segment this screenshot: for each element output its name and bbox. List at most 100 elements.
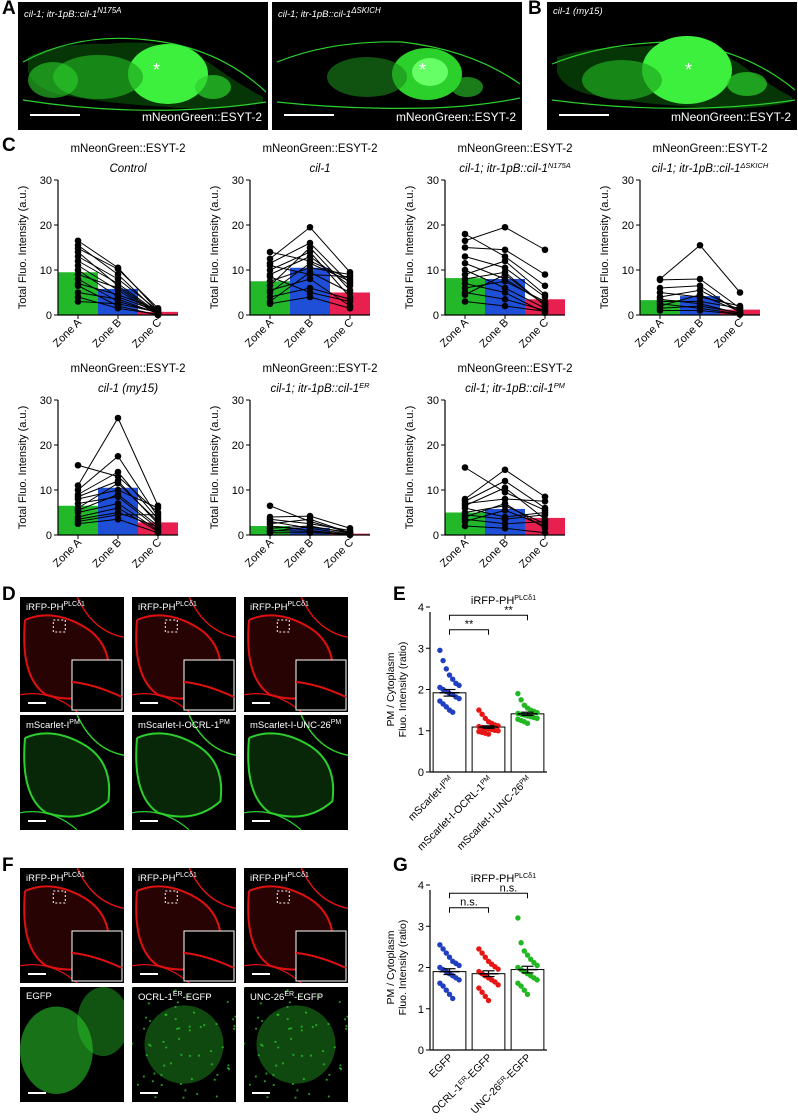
data-point [446, 991, 453, 998]
cell-d-bottom-3-label: mScarlet-I-UNC-26PM [250, 719, 342, 732]
data-point [501, 500, 509, 507]
worm-fluorescence-2 [276, 41, 521, 109]
data-point [656, 276, 664, 284]
scale-bar [252, 1092, 270, 1094]
cell-f-bottom-1: EGFP [20, 987, 124, 1102]
y-tick-label: 0 [418, 1045, 424, 1057]
y-axis-label-line2: Fluo. Intensity (ratio) [397, 642, 409, 738]
significance-label: n.s. [460, 897, 478, 909]
scale-bar [140, 702, 158, 704]
data-point [461, 253, 469, 260]
paired-sample [461, 271, 549, 309]
y-tick-label: 10 [40, 265, 52, 277]
scale-bar [140, 1092, 158, 1094]
data-point [501, 277, 509, 285]
y-tick-label: 30 [427, 175, 439, 187]
data-point [524, 952, 531, 958]
data-point [736, 289, 744, 296]
significance-bracket [449, 614, 528, 621]
data-point [541, 511, 549, 519]
paired-sample [266, 293, 354, 312]
data-point [266, 300, 274, 308]
x-tick-label: Zone B [673, 317, 707, 351]
x-tick-label: Zone A [438, 536, 472, 570]
data-point [501, 246, 509, 254]
data-point [534, 962, 540, 969]
data-point [501, 477, 509, 485]
data-point [541, 246, 549, 254]
cell-body-asterisk: * [153, 60, 161, 80]
cell-f-bottom-3-label: UNC-26ER-EGFP [250, 991, 324, 1004]
data-point [456, 977, 462, 983]
y-axis-label: Total Fluo. Intensity (a.u.) [209, 186, 221, 310]
data-point [266, 502, 274, 510]
data-point [154, 523, 162, 531]
x-tick-label: Zone B [283, 537, 317, 571]
data-point [456, 695, 462, 702]
data-point [518, 697, 524, 703]
data-point [440, 983, 446, 989]
y-tick-label: 1 [418, 726, 424, 738]
data-point [114, 284, 122, 292]
data-point [518, 940, 524, 946]
x-tick-label: Zone C [517, 537, 551, 571]
worm-fluorescence-1 [22, 37, 267, 111]
panel-letter-a: A [2, 0, 16, 19]
data-point [114, 491, 122, 498]
y-axis-label: Total Fluo. Intensity (a.u.) [404, 406, 416, 530]
y-tick-label: 4 [418, 602, 424, 614]
cell-f-bottom-1-fluorescence [20, 987, 124, 1094]
y-tick-label: 20 [40, 440, 52, 452]
panel-letter-d: D [2, 584, 16, 605]
data-point [306, 515, 314, 523]
significance-bracket [449, 907, 489, 913]
x-tick-label: mScarlet-I-OCRL-1PM [415, 774, 495, 854]
data-point [476, 946, 482, 952]
chart-header: mNeonGreen::ESYT-2 [70, 143, 185, 155]
worm-image-2: cil-1; itr-1pB::cil-1ΔSKICH * mNeonGreen… [272, 2, 522, 130]
y-axis-label: PM / Cytoplasm [385, 652, 397, 726]
data-point [450, 995, 456, 1002]
y-tick-label: 0 [238, 310, 244, 322]
worm-image-1: cil-1; itr-1pB::cil-1N175A * mNeonGreen:… [18, 2, 268, 130]
y-tick-label: 20 [427, 440, 439, 452]
data-point [515, 915, 521, 921]
cell-d-bottom-3: mScarlet-I-UNC-26PM [244, 715, 348, 830]
data-point [541, 301, 549, 309]
data-point [346, 271, 354, 278]
data-point [461, 291, 469, 299]
scale-bar [28, 1092, 46, 1094]
data-point [541, 282, 549, 290]
y-tick-label: 30 [40, 175, 52, 187]
data-point [461, 230, 469, 238]
data-point [541, 308, 549, 315]
x-tick-label: Zone A [243, 316, 277, 350]
y-tick-label: 10 [232, 265, 244, 277]
x-tick-label: Zone C [130, 537, 164, 571]
y-axis-label: PM / Cytoplasm [385, 930, 397, 1004]
x-tick-label: Zone C [322, 317, 356, 351]
paired-sample [461, 257, 549, 299]
worm-image-1-title: cil-1; itr-1pB::cil-1N175A [24, 6, 122, 21]
data-point [501, 295, 509, 303]
y-tick-label: 20 [40, 220, 52, 232]
mean-bar [432, 692, 467, 773]
y-tick-label: 0 [238, 530, 244, 542]
cell-f-bottom-1-label: EGFP [26, 991, 52, 1002]
cell-d-bottom-1-fluorescence [20, 715, 124, 830]
data-point [74, 461, 82, 469]
data-point [461, 244, 469, 251]
cell-d-top-3-fluorescence [244, 597, 348, 712]
data-point [518, 983, 524, 989]
data-point [450, 676, 456, 682]
cell-d-bottom-1-label: mScarlet-IPM [26, 719, 80, 732]
cell-d-bottom-2: mScarlet-I-OCRL-1PM [132, 715, 236, 830]
data-point [696, 275, 704, 283]
chart-header: mNeonGreen::ESYT-2 [262, 363, 377, 375]
data-point [114, 479, 122, 487]
scale-bar [140, 973, 158, 975]
